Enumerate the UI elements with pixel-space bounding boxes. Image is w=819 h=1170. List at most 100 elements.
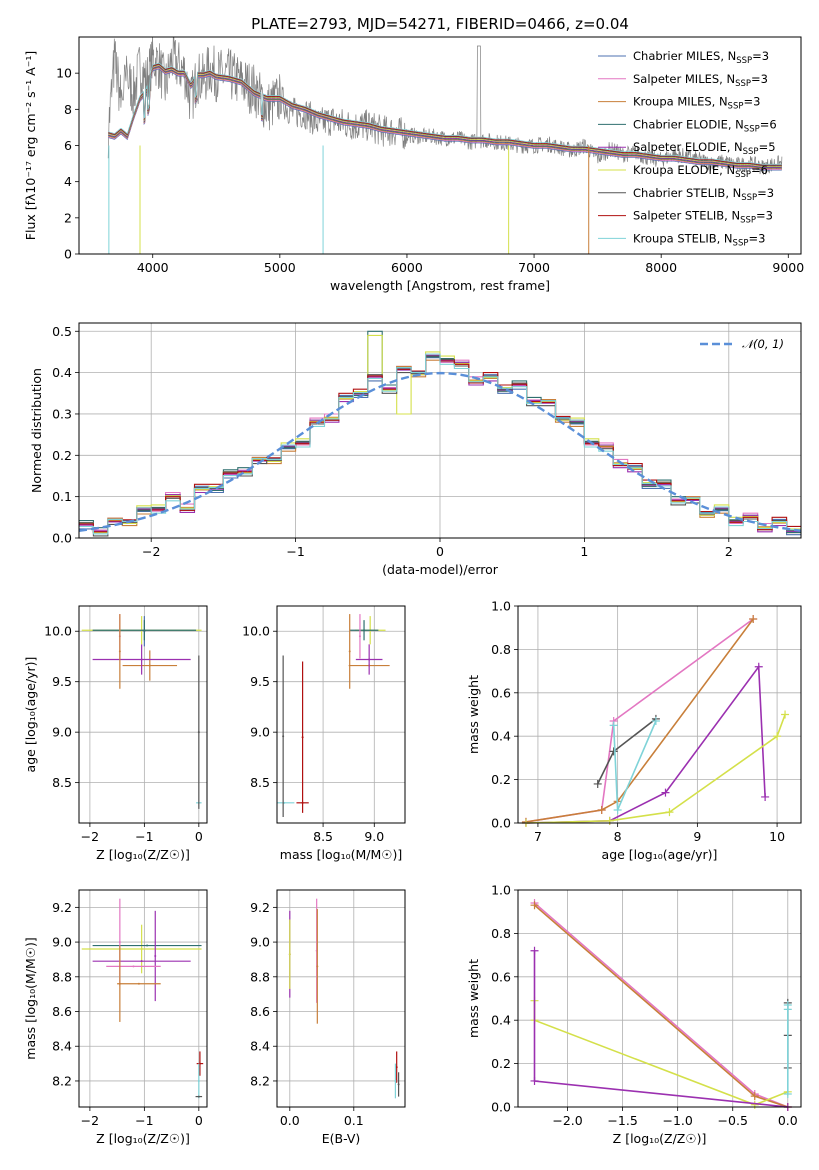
y-tick-label: 9.0 <box>250 935 270 950</box>
x-tick-label: −1.0 <box>662 1113 692 1128</box>
data-point <box>143 629 146 632</box>
data-point <box>197 731 200 734</box>
x-axis-label: (data-model)/error <box>382 562 499 577</box>
mass-weight-marker <box>783 1089 792 1098</box>
mass-weight-marker <box>530 946 539 955</box>
y-tick-label: 8.4 <box>52 1039 72 1054</box>
model-spectrum-line <box>108 66 782 169</box>
mass-weight-marker <box>750 1100 759 1109</box>
data-point <box>397 1083 400 1086</box>
chart-title: PLATE=2793, MJD=54271, FIBERID=0466, z=0… <box>251 15 629 33</box>
y-tick-label: 0.0 <box>491 1100 511 1115</box>
x-tick-label: 9 <box>693 829 701 844</box>
x-tick-label: 1 <box>580 544 588 559</box>
x-tick-label: 7 <box>534 829 542 844</box>
normal-distribution-curve <box>79 371 801 532</box>
data-point <box>348 650 351 653</box>
model-spectrum-line <box>108 67 782 170</box>
x-tick-label: −2 <box>81 829 99 844</box>
data-point <box>282 735 285 738</box>
y-tick-label: 0 <box>64 247 72 262</box>
x-tick-label: −1 <box>286 544 304 559</box>
gridlines <box>518 889 801 1108</box>
data-point <box>358 635 361 638</box>
axes-frame <box>517 889 802 1108</box>
x-axis-label: wavelength [Angstrom, rest frame] <box>330 278 550 293</box>
x-tick-label: 0 <box>436 544 444 559</box>
spectrum-plot-area <box>107 37 783 254</box>
mass-weight-marker <box>530 1076 539 1085</box>
age-vs-mass-plot-area <box>277 614 390 817</box>
x-tick-label: 2 <box>725 544 733 559</box>
x-tick-label: 0 <box>195 1113 203 1128</box>
mass-weight-marker <box>750 1092 759 1101</box>
model-spectrum-line <box>108 68 782 171</box>
y-tick-label: 8.6 <box>250 1004 270 1019</box>
data-point <box>197 1079 200 1082</box>
y-tick-label: 0.2 <box>491 1056 511 1071</box>
x-tick-label: 0 <box>195 829 203 844</box>
y-tick-label: 0.3 <box>52 406 72 421</box>
y-tick-label: 8 <box>64 102 72 117</box>
x-tick-label: 8 <box>614 829 622 844</box>
x-tick-label: 0.0 <box>280 1113 300 1128</box>
mass-weight-marker <box>761 792 770 801</box>
model-spectrum-line <box>108 65 782 168</box>
y-tick-label: 10.0 <box>44 624 72 639</box>
y-axis-label: age [log₁₀(age/yr)] <box>23 657 38 773</box>
x-tick-label: 9.0 <box>364 829 384 844</box>
mass-weight-marker <box>773 732 782 741</box>
mass-weight-marker <box>749 615 758 624</box>
x-tick-label: 7000 <box>518 260 550 275</box>
x-axis-label: E(B-V) <box>322 1131 361 1146</box>
y-tick-label: 0.2 <box>491 772 511 787</box>
y-tick-label: 1.0 <box>491 599 511 614</box>
y-tick-label: 0.2 <box>52 448 72 463</box>
mass-vs-Z-panel: −2 −1 0 8.2 8.4 8.6 8.8 9.0 9.2 Z [log₁₀(Z/Z☉)] ma… <box>23 889 208 1146</box>
y-tick-label: 9.0 <box>52 725 72 740</box>
gridlines <box>79 890 207 1107</box>
data-point <box>140 960 143 963</box>
weight-vs-Z-panel: −2.0 −1.5 −1.0 −0.5 0.0 0.0 0.2 0.4 0.6 0.8 1.0 Z [… <box>466 883 802 1146</box>
x-tick-label: −2 <box>142 544 160 559</box>
data-point <box>301 736 304 739</box>
x-tick-label: −1 <box>135 829 153 844</box>
y-tick-label: 9.0 <box>250 725 270 740</box>
x-tick-label: 4000 <box>137 260 169 275</box>
x-tick-label: −0.5 <box>718 1113 748 1128</box>
legend-entry: Chabrier ELODIE, NSSP=6 <box>633 117 777 134</box>
x-tick-label: 10 <box>769 829 785 844</box>
mass-weight-marker <box>613 805 622 814</box>
x-axis-label: Z [log₁₀(Z/Z☉)] <box>613 1131 707 1146</box>
legend-entry: 𝒩(0, 1) <box>742 337 784 351</box>
y-tick-label: 9.5 <box>250 674 270 689</box>
data-point <box>197 1095 200 1098</box>
weight-vs-Z-plot-area <box>530 899 792 1111</box>
mass-weight-marker <box>609 747 618 756</box>
mass-weight-marker <box>530 901 539 910</box>
data-point <box>148 664 151 667</box>
legend-entry: Chabrier STELIB, NSSP=3 <box>633 186 774 203</box>
y-tick-label: 0.8 <box>491 642 511 657</box>
axes-frame <box>78 889 208 1108</box>
weight-vs-age-panel: 7 8 9 10 0.0 0.2 0.4 0.6 0.8 1.0 age [log₁₀(age/yr… <box>466 599 802 862</box>
y-tick-label: 9.5 <box>52 674 72 689</box>
x-tick-label: 6000 <box>391 260 423 275</box>
age-vs-Z-plot-area <box>81 614 202 809</box>
y-tick-label: 8.2 <box>250 1073 270 1088</box>
y-tick-label: 0.5 <box>52 324 72 339</box>
y-tick-label: 8.8 <box>250 969 270 984</box>
legend-entry: Kroupa MILES, NSSP=3 <box>633 95 760 112</box>
y-tick-label: 8.4 <box>250 1039 270 1054</box>
residual-histogram-step <box>79 353 801 535</box>
age-vs-mass-panel: 8.5 9.0 8.5 9.0 9.5 10.0 mass [log₁₀(M/M☉)] <box>242 605 406 862</box>
mass-vs-EBV-plot-area <box>288 898 400 1099</box>
mass-weight-marker <box>597 805 606 814</box>
mass-weight-marker <box>593 779 602 788</box>
residuals-panel: −2 −1 0 1 2 0.0 0.1 0.2 0.3 0.4 0.5 (data-model)/er… <box>29 322 802 577</box>
x-tick-label: 8000 <box>645 260 677 275</box>
data-point <box>137 982 140 985</box>
residuals-legend: 𝒩(0, 1) <box>700 337 784 351</box>
y-tick-label: 9.2 <box>250 900 270 915</box>
